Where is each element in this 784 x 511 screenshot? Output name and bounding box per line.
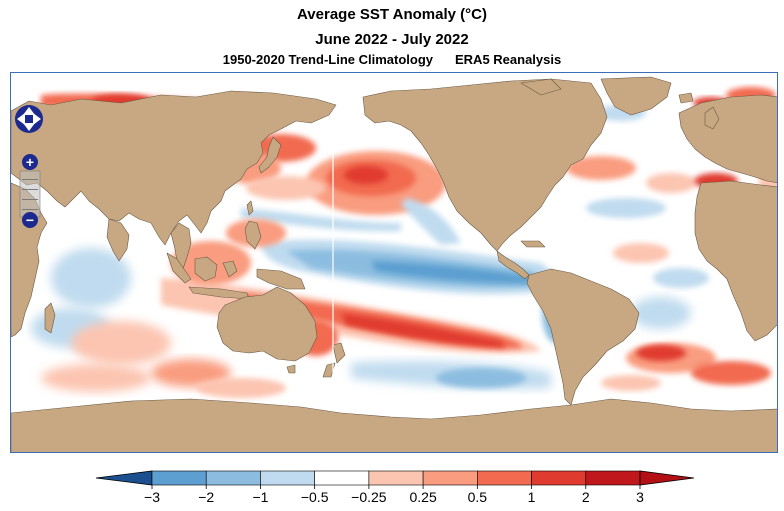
zoom-in-label[interactable]: + — [26, 154, 34, 170]
subtitle: 1950-2020 Trend-Line Climatology ERA5 Rea… — [0, 52, 784, 67]
colorbar-label: 0.5 — [468, 489, 488, 505]
pan-left-button — [17, 113, 25, 125]
cold-tongue-core — [371, 261, 541, 284]
colorbar-label: −0.5 — [301, 489, 329, 505]
land — [11, 76, 777, 452]
india — [106, 218, 130, 262]
colorbar-segment — [531, 470, 587, 486]
colorbar-label: −2 — [198, 489, 214, 505]
zoom-out-button — [22, 212, 38, 228]
map-navigation[interactable] — [15, 105, 43, 228]
dataset-label: ERA5 Reanalysis — [455, 52, 562, 67]
new-guinea — [256, 268, 306, 290]
chart-title: Average SST Anomaly (°C) — [297, 6, 487, 23]
pan-control[interactable] — [15, 105, 43, 133]
colorbar-segment — [314, 470, 370, 486]
colorbar: −3 −2 −1 −0.5 −0.25 0.25 0.5 1 2 3 — [95, 470, 695, 505]
africa-west — [694, 180, 777, 342]
zoom-slider-track — [19, 170, 41, 218]
colorbar-label: −1 — [252, 489, 268, 505]
colorbar-label: 1 — [528, 489, 536, 505]
europe — [678, 94, 777, 183]
eurasia — [11, 90, 337, 246]
north-america — [362, 78, 608, 252]
pan-down-button — [23, 123, 35, 131]
map-canvas[interactable]: + − — [11, 73, 778, 453]
new-zealand — [332, 342, 346, 364]
colorbar-segment — [585, 470, 641, 486]
atlantic-gulf-stream-warm — [566, 156, 636, 180]
australia — [216, 286, 318, 362]
south-pacific-warm-core — [341, 313, 506, 348]
colorbar-segment — [260, 470, 315, 486]
colorbar-label: 2 — [582, 489, 590, 505]
zoom-in-button — [22, 154, 38, 170]
colorbar-segment — [205, 470, 261, 486]
anomaly-field — [31, 87, 777, 398]
pan-right-button — [33, 113, 41, 125]
north-pacific-warm-core — [344, 166, 388, 184]
colorbar-label: −0.25 — [351, 489, 387, 505]
indian-ocean-cool — [51, 248, 131, 308]
japan — [258, 136, 282, 174]
colorbar-label: 0.25 — [409, 489, 436, 505]
colorbar-label: −3 — [144, 489, 160, 505]
colorbar-segment — [368, 470, 424, 486]
climatology-label: 1950-2020 Trend-Line Climatology — [222, 52, 433, 67]
colorbar-segment — [477, 470, 532, 486]
zoom-control[interactable] — [19, 154, 41, 228]
date-range-title: June 2022 - July 2022 — [315, 31, 469, 48]
antarctica — [11, 398, 777, 452]
colorbar-low-extend — [95, 470, 153, 486]
zoom-out-label[interactable]: − — [26, 212, 34, 228]
colorbar-high-extend — [639, 470, 695, 486]
sst-anomaly-map[interactable]: + − — [10, 72, 778, 453]
colorbar-label: 3 — [636, 489, 644, 505]
south-america — [526, 268, 640, 406]
colorbar-segment — [151, 470, 207, 486]
central-america — [496, 250, 530, 280]
colorbar-segment — [422, 470, 478, 486]
greenland — [600, 76, 672, 116]
pan-up-button — [23, 107, 35, 115]
